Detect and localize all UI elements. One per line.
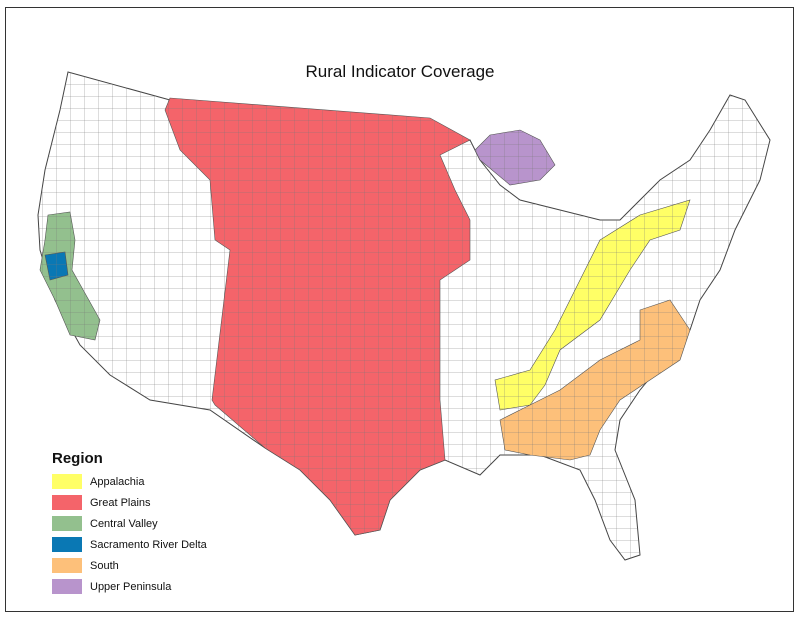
legend-label: South	[90, 559, 119, 572]
legend-label: Great Plains	[90, 496, 151, 509]
legend: Region Appalachia Great Plains Central Val…	[52, 450, 207, 597]
legend-swatch	[52, 558, 82, 573]
legend-item: Appalachia	[52, 471, 207, 492]
map-frame	[5, 7, 794, 612]
map-title: Rural Indicator Coverage	[305, 62, 495, 81]
legend-item: Central Valley	[52, 513, 207, 534]
legend-label: Central Valley	[90, 517, 158, 530]
legend-label: Upper Peninsula	[90, 580, 172, 593]
legend-label: Sacramento River Delta	[90, 538, 207, 551]
legend-swatch	[52, 516, 82, 531]
legend-label: Appalachia	[90, 475, 145, 488]
legend-item: Great Plains	[52, 492, 207, 513]
legend-swatch	[52, 579, 82, 594]
legend-title: Region	[52, 450, 103, 467]
legend-swatch	[52, 474, 82, 489]
legend-swatch	[52, 537, 82, 552]
legend-item: Upper Peninsula	[52, 576, 207, 597]
legend-swatch	[52, 495, 82, 510]
legend-item: South	[52, 555, 207, 576]
legend-item: Sacramento River Delta	[52, 534, 207, 555]
